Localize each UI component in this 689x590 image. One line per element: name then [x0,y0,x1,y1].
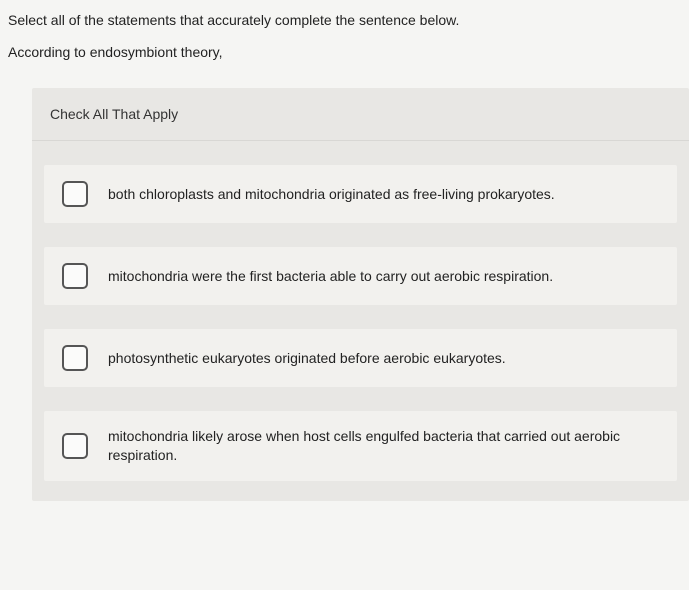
option-row: both chloroplasts and mitochondria origi… [44,165,677,223]
option-text: mitochondria were the first bacteria abl… [108,267,553,286]
question-page: Select all of the statements that accura… [0,0,689,501]
option-text: both chloroplasts and mitochondria origi… [108,185,555,204]
prompt-stem: According to endosymbiont theory, [8,44,689,60]
option-row: mitochondria likely arose when host cell… [44,411,677,481]
option-row: photosynthetic eukaryotes originated bef… [44,329,677,387]
options-list: both chloroplasts and mitochondria origi… [32,141,689,481]
option-text: mitochondria likely arose when host cell… [108,427,659,465]
prompt-instruction: Select all of the statements that accura… [8,12,689,28]
checkbox[interactable] [62,181,88,207]
checkbox[interactable] [62,345,88,371]
option-text: photosynthetic eukaryotes originated bef… [108,349,506,368]
checkbox[interactable] [62,433,88,459]
checkbox[interactable] [62,263,88,289]
panel-header: Check All That Apply [32,88,689,141]
option-row: mitochondria were the first bacteria abl… [44,247,677,305]
answer-panel: Check All That Apply both chloroplasts a… [32,88,689,501]
